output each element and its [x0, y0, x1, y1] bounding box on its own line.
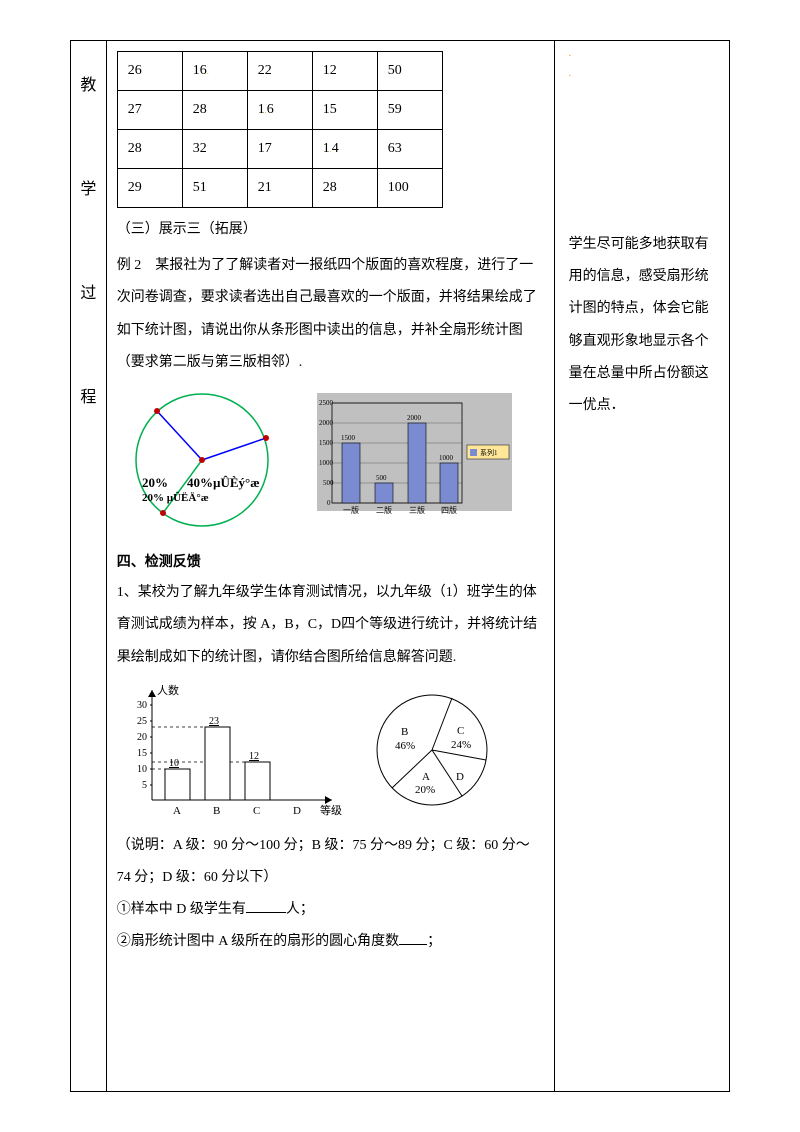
svg-text:12: 12 — [249, 751, 259, 762]
blank-field[interactable] — [399, 930, 427, 945]
cell: 22 — [247, 52, 312, 91]
svg-text:人数: 人数 — [157, 684, 179, 697]
table-row: 28 32 17 1.4 63 — [117, 130, 442, 169]
table-row: 29 51 21 28 100 — [117, 169, 442, 208]
svg-text:10: 10 — [137, 764, 147, 775]
cell: 1.6 — [247, 91, 312, 130]
stage-label-cell: 教 学 过 程 — [71, 41, 107, 1092]
svg-text:15: 15 — [137, 748, 147, 759]
blank-field[interactable] — [246, 898, 286, 913]
svg-text:1500: 1500 — [341, 434, 356, 442]
svg-text:24%: 24% — [451, 739, 471, 751]
side-note-text: 学生尽可能多地获取有用的信息，感受扇形统计图的特点，体会它能够直观形象地显示各个… — [569, 229, 719, 422]
cell: 17 — [247, 130, 312, 169]
cell: 28 — [312, 169, 377, 208]
svg-text:20: 20 — [137, 732, 147, 743]
svg-text:20%: 20% — [415, 784, 435, 796]
lesson-layout-table: 教 学 过 程 26 16. 22 12 50 27 28 1.6 15 59 … — [70, 40, 730, 1092]
cell: 27 — [117, 91, 182, 130]
pie1-label-enc1: 20% µÛËÄ°æ — [142, 491, 209, 504]
cell: 12 — [312, 52, 377, 91]
cell: 59 — [377, 91, 442, 130]
pie1-label-20: 20% — [142, 475, 168, 490]
stage-char-4: 程 — [72, 383, 105, 407]
svg-text:0: 0 — [327, 499, 331, 507]
svg-text:46%: 46% — [395, 740, 415, 752]
svg-text:23: 23 — [209, 716, 219, 727]
cell: 1.4 — [312, 130, 377, 169]
svg-text:25: 25 — [137, 716, 147, 727]
svg-text:30: 30 — [137, 700, 147, 711]
svg-text:C: C — [253, 805, 260, 817]
svg-text:1000: 1000 — [319, 459, 334, 467]
cell: 26 — [117, 52, 182, 91]
q1-sub2: ②扇形统计图中 A 级所在的扇形的圆心角度数； — [117, 926, 544, 958]
grade-note: （说明：A 级：90 分～100 分；B 级：75 分～89 分；C 级：60 … — [117, 830, 544, 894]
table-row: 26 16. 22 12 50 — [117, 52, 442, 91]
svg-text:C: C — [457, 725, 464, 737]
svg-text:B: B — [213, 805, 220, 817]
svg-text:1500: 1500 — [319, 439, 334, 447]
cell: 16. — [182, 52, 247, 91]
svg-text:一版: 一版 — [343, 505, 359, 515]
cell: 100 — [377, 169, 442, 208]
svg-text:2500: 2500 — [319, 399, 334, 407]
svg-text:500: 500 — [376, 474, 387, 482]
charts-row-1: 20% 20% µÛËÄ°æ 40%µÛÈý°æ 2500 2000 — [117, 385, 544, 535]
cell: 32 — [182, 130, 247, 169]
svg-text:500: 500 — [323, 479, 334, 487]
svg-text:四版: 四版 — [441, 505, 457, 515]
charts-row-2: 人数 等级 30 25 20 15 10 5 — [117, 680, 544, 820]
cell: 28 — [182, 91, 247, 130]
legend-label: 系列1 — [480, 448, 498, 457]
svg-text:B: B — [401, 726, 408, 738]
side-note-cell: . . 学生尽可能多地获取有用的信息，感受扇形统计图的特点，体会它能够直观形象地… — [554, 41, 729, 1092]
cell: 63 — [377, 130, 442, 169]
main-content-cell: 26 16. 22 12 50 27 28 1.6 15 59 28 32 17… — [106, 41, 554, 1092]
bar-chart-1: 2500 2000 1500 1000 500 0 1500 500 2000 — [297, 385, 517, 535]
pie-chart-1: 20% 20% µÛËÄ°æ 40%µÛÈý°æ — [117, 385, 287, 535]
bar-chart-2: 人数 等级 30 25 20 15 10 5 — [117, 680, 347, 820]
stage-char-3: 过 — [72, 279, 105, 303]
svg-text:等级: 等级 — [320, 803, 342, 817]
svg-text:D: D — [456, 771, 464, 783]
cell: 21 — [247, 169, 312, 208]
svg-text:D: D — [293, 805, 301, 817]
svg-text:三版: 三版 — [409, 505, 425, 515]
svg-text:二版: 二版 — [376, 505, 392, 515]
q1-sub1: ①样本中 D 级学生有人； — [117, 894, 544, 926]
data-table: 26 16. 22 12 50 27 28 1.6 15 59 28 32 17… — [117, 51, 443, 208]
svg-text:1000: 1000 — [439, 454, 454, 462]
stage-char-2: 学 — [72, 175, 105, 199]
svg-text:A: A — [422, 771, 430, 783]
table-row: 27 28 1.6 15 59 — [117, 91, 442, 130]
pie1-label-40: 40%µÛÈý°æ — [187, 475, 260, 490]
example-2-text: 例 2 某报社为了了解读者对一报纸四个版面的喜欢程度，进行了一次问卷调查，要求读… — [117, 250, 544, 379]
svg-text:A: A — [173, 805, 181, 817]
svg-text:2000: 2000 — [319, 419, 334, 427]
cell: 50 — [377, 52, 442, 91]
question-1-text: 1、某校为了解九年级学生体育测试情况，以九年级（1）班学生的体育测试成绩为样本，… — [117, 577, 544, 674]
stage-char-1: 教 — [72, 71, 105, 95]
svg-text:10: 10 — [169, 758, 179, 769]
decor-dot: . — [569, 49, 719, 59]
test-section-title: 四、检测反馈 — [117, 545, 544, 577]
cell: 29 — [117, 169, 182, 208]
cell: 51 — [182, 169, 247, 208]
svg-text:2000: 2000 — [407, 414, 422, 422]
cell: 28 — [117, 130, 182, 169]
decor-dot: . — [569, 69, 719, 79]
pie-chart-2: B 46% C 24% D A20% — [357, 680, 507, 820]
exhibit-title: （三）展示三（拓展） — [117, 214, 544, 246]
cell: 15 — [312, 91, 377, 130]
svg-text:5: 5 — [142, 780, 147, 791]
